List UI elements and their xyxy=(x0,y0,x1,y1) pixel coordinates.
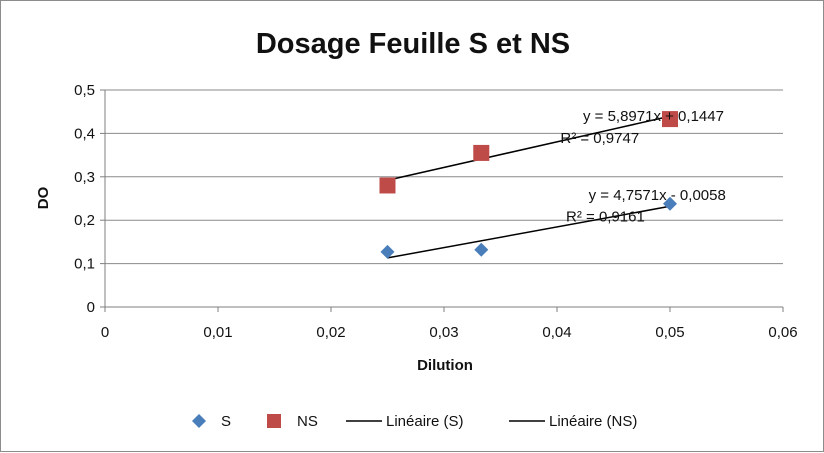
trendline-equation: y = 4,7571x - 0,0058 xyxy=(589,187,726,204)
axes: 0 0,1 0,2 0,3 0,4 0,5 0 0,01 0,02 0,03 0,04 0,05 0,0… xyxy=(74,82,797,341)
x-tick-label: 0,05 xyxy=(655,324,684,341)
data-point-s xyxy=(663,196,677,211)
legend-label: Linéaire (NS) xyxy=(549,413,637,430)
x-tick-label: 0 xyxy=(101,324,109,341)
data-point-s xyxy=(474,242,489,257)
chart-title: Dosage Feuille S et NS xyxy=(256,28,570,60)
x-axis-title: Dilution xyxy=(417,357,473,374)
legend-label: S xyxy=(221,413,231,430)
x-tick-label: 0,04 xyxy=(542,324,571,341)
trendline-equation: y = 5,8971x + 0,1447 xyxy=(583,108,724,125)
y-tick-label: 0 xyxy=(87,299,95,316)
data-point-s xyxy=(380,244,395,259)
legend-label: NS xyxy=(297,413,318,430)
trendline-labels: y = 4,7571x - 0,0058 R² = 0,9161 y = 5,897… xyxy=(560,108,725,225)
gridlines xyxy=(105,89,783,265)
x-tick-label: 0,01 xyxy=(203,324,232,341)
data-points xyxy=(379,111,678,259)
x-tick-label: 0,06 xyxy=(768,324,797,341)
trendline-r2: R² = 0,9161 xyxy=(566,209,645,226)
trendlines xyxy=(387,115,671,259)
legend-swatch-diamond xyxy=(192,414,206,428)
data-point-ns xyxy=(379,177,396,194)
legend: S NS Linéaire (S) Linéaire (NS) xyxy=(192,413,637,430)
x-tick-label: 0,03 xyxy=(429,324,458,341)
data-point-ns xyxy=(662,111,678,128)
y-tick-label: 0,1 xyxy=(74,256,95,273)
trendline-ns xyxy=(387,115,671,181)
legend-swatch-square xyxy=(267,414,281,428)
trendline-r2: R² = 0,9747 xyxy=(560,130,639,147)
data-point-ns xyxy=(473,144,490,161)
y-tick-label: 0,3 xyxy=(74,169,95,186)
y-tick-label: 0,4 xyxy=(74,125,95,142)
y-axis-title: DO xyxy=(35,186,52,209)
y-tick-label: 0,5 xyxy=(74,82,95,99)
legend-label: Linéaire (S) xyxy=(386,413,464,430)
x-tick-label: 0,02 xyxy=(316,324,345,341)
y-tick-label: 0,2 xyxy=(74,212,95,229)
trendline-s xyxy=(387,205,671,259)
